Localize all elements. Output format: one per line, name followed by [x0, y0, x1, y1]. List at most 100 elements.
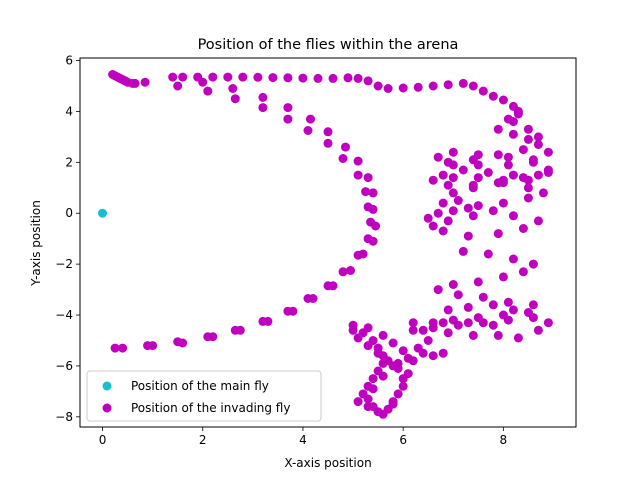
invading-fly-point	[358, 249, 368, 259]
invading-fly-point	[353, 397, 363, 407]
invading-fly-point	[468, 81, 478, 91]
x-tick-label: 2	[199, 433, 207, 447]
invading-fly-point	[403, 369, 413, 379]
invading-fly-point	[388, 361, 398, 371]
invading-fly-point	[433, 285, 443, 295]
invading-fly-point	[473, 277, 483, 287]
y-tick-label: 4	[65, 104, 73, 118]
invading-fly-point	[473, 160, 483, 170]
invading-fly-point	[533, 325, 543, 335]
invading-fly-point	[438, 198, 448, 208]
invading-fly-point	[463, 203, 473, 213]
invading-fly-point	[323, 138, 333, 148]
invading-fly-point	[528, 155, 538, 165]
invading-fly-point	[428, 323, 438, 333]
invading-fly-point	[543, 318, 553, 328]
invading-fly-point	[448, 188, 458, 198]
invading-fly-point	[523, 124, 533, 134]
invading-fly-point	[263, 316, 273, 326]
invading-fly-point	[428, 221, 438, 231]
invading-fly-point	[383, 84, 393, 93]
invading-fly-point	[438, 226, 448, 236]
invading-fly-point	[368, 384, 378, 394]
invading-fly-point	[283, 114, 293, 124]
invading-fly-point	[363, 341, 373, 351]
invading-fly-point	[453, 196, 463, 205]
legend-marker-main-fly	[102, 381, 112, 391]
invading-fly-point	[488, 320, 498, 330]
invading-fly-point	[418, 325, 428, 335]
invading-fly-point	[140, 77, 150, 87]
invading-fly-point	[463, 318, 473, 328]
invading-fly-point	[428, 81, 438, 91]
invading-fly-point	[193, 72, 203, 82]
invading-fly-point	[363, 173, 373, 183]
invading-fly-point	[253, 72, 263, 82]
x-axis: 0 2 4 6 8	[99, 427, 507, 447]
invading-fly-point	[363, 394, 373, 404]
y-axis-label: Y-axis position	[29, 200, 43, 287]
invading-fly-point	[503, 152, 513, 162]
invading-fly-point	[428, 175, 438, 185]
invading-fly-point	[498, 272, 508, 282]
invading-fly-point	[433, 208, 443, 218]
invading-fly-point	[503, 297, 513, 307]
invading-fly-point	[110, 343, 120, 353]
invading-fly-point	[368, 204, 378, 214]
invading-fly-point	[378, 371, 388, 381]
invading-fly-point	[478, 318, 488, 328]
invading-fly-point	[178, 72, 188, 82]
series-invading-fly	[108, 70, 553, 419]
plot-frame	[79, 57, 577, 428]
invading-fly-point	[528, 300, 538, 310]
invading-fly-point	[518, 267, 528, 277]
invading-fly-point	[488, 206, 498, 216]
invading-fly-point	[341, 142, 350, 152]
invading-fly-point	[368, 374, 378, 384]
invading-fly-point	[378, 409, 388, 419]
invading-fly-point	[423, 336, 433, 345]
invading-fly-point	[413, 82, 423, 92]
legend-box	[86, 370, 322, 422]
invading-fly-point	[518, 145, 528, 155]
invading-fly-point	[306, 114, 315, 124]
x-tick-label: 4	[299, 433, 307, 447]
invading-fly-point	[533, 216, 543, 226]
invading-fly-point	[288, 306, 298, 316]
invading-fly-point	[343, 73, 353, 83]
invading-fly-point	[338, 154, 348, 163]
invading-fly-point	[398, 346, 408, 356]
invading-fly-point	[368, 236, 378, 246]
invading-fly-point	[353, 333, 363, 343]
y-tick-label: −6	[55, 359, 73, 373]
invading-fly-point	[338, 267, 348, 277]
invading-fly-point	[346, 266, 355, 275]
invading-fly-point	[418, 348, 428, 358]
invading-fly-point	[448, 280, 458, 289]
invading-fly-point	[533, 140, 543, 149]
invading-fly-point	[373, 348, 383, 358]
invading-fly-point	[503, 160, 513, 170]
invading-fly-point	[371, 221, 381, 231]
invading-fly-point	[403, 353, 413, 363]
invading-fly-point	[468, 180, 478, 190]
invading-fly-point	[203, 86, 213, 96]
invading-fly-point	[443, 305, 453, 315]
invading-fly-point	[373, 81, 383, 91]
invading-fly-point	[258, 92, 268, 102]
invading-fly-point	[473, 173, 483, 183]
invading-fly-point	[478, 292, 488, 302]
invading-fly-point	[130, 78, 140, 88]
invading-fly-point	[148, 341, 158, 351]
invading-fly-point	[208, 72, 218, 82]
invading-fly-point	[283, 73, 293, 83]
invading-fly-point	[118, 343, 128, 353]
invading-fly-point	[508, 254, 518, 264]
invading-fly-point	[378, 330, 388, 340]
invading-fly-point	[508, 117, 518, 127]
invading-fly-point	[448, 147, 458, 157]
invading-fly-point	[478, 86, 488, 96]
invading-fly-point	[538, 188, 548, 198]
invading-fly-point	[453, 290, 463, 300]
invading-fly-point	[438, 348, 448, 358]
